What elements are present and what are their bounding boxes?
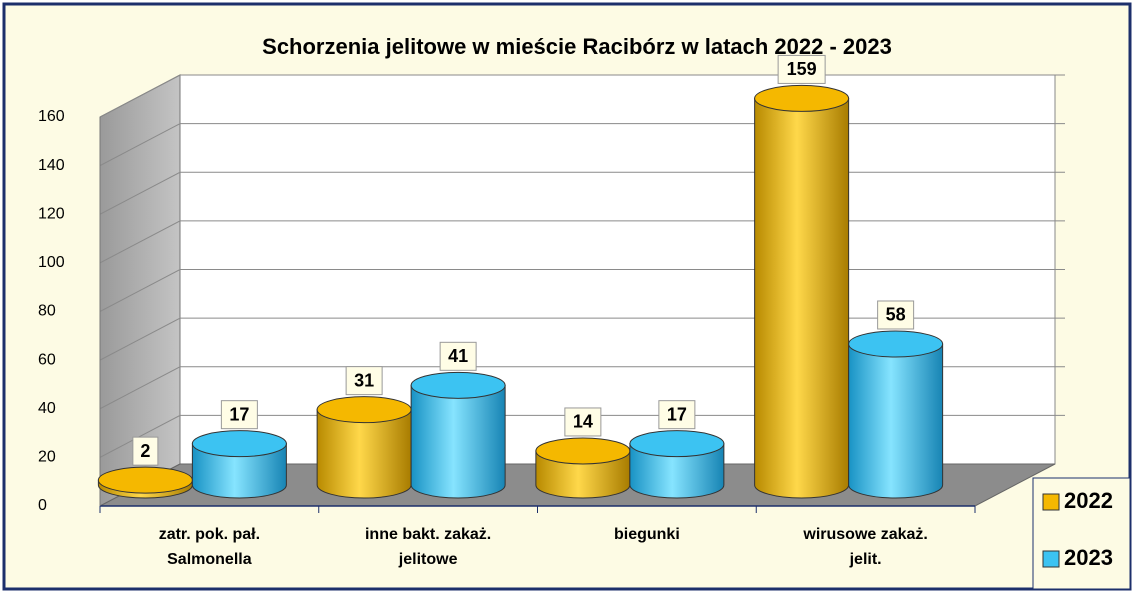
value-label: 14 bbox=[573, 412, 593, 432]
bar-top bbox=[316, 396, 412, 424]
bar bbox=[191, 443, 287, 499]
y-tick-label: 160 bbox=[38, 108, 65, 125]
value-label: 2 bbox=[140, 441, 150, 461]
value-label-box bbox=[439, 341, 477, 371]
value-label: 17 bbox=[229, 404, 249, 424]
x-tick-label: inne bakt. zakaż. bbox=[365, 526, 491, 543]
bar bbox=[316, 409, 412, 499]
value-label-box bbox=[877, 300, 915, 330]
grid-line bbox=[99, 269, 1065, 312]
bar-top bbox=[629, 430, 725, 458]
y-tick-label: 100 bbox=[38, 254, 65, 271]
y-tick-label: 140 bbox=[38, 157, 65, 174]
x-tick-label: jelit. bbox=[849, 551, 882, 568]
value-label-box bbox=[564, 407, 602, 437]
y-tick-label: 60 bbox=[38, 351, 56, 368]
value-label-box bbox=[220, 400, 258, 430]
x-tick-label: jelitowe bbox=[398, 551, 458, 568]
grid-line bbox=[99, 317, 1065, 361]
legend-label: 2023 bbox=[1064, 545, 1113, 570]
bar bbox=[848, 343, 944, 499]
bar-top bbox=[754, 84, 850, 112]
grid-line bbox=[99, 366, 1065, 410]
x-tick-label: Salmonella bbox=[167, 551, 252, 568]
bar-top bbox=[410, 371, 506, 399]
grid-line bbox=[99, 220, 1065, 264]
bar bbox=[629, 443, 725, 499]
grid-line bbox=[99, 123, 1065, 167]
x-tick-label: biegunki bbox=[614, 526, 680, 543]
value-label-box bbox=[345, 366, 383, 396]
grid-line bbox=[99, 414, 1065, 458]
chart-title: Schorzenia jelitowe w mieście Racibórz w… bbox=[262, 34, 892, 59]
legend-swatch bbox=[1042, 550, 1060, 568]
value-label: 159 bbox=[787, 59, 817, 79]
value-label: 31 bbox=[354, 370, 374, 390]
bar-top bbox=[191, 430, 287, 458]
y-tick-label: 0 bbox=[38, 497, 47, 514]
y-tick-label: 120 bbox=[38, 205, 65, 222]
bar-top bbox=[535, 437, 631, 465]
y-tick-label: 80 bbox=[38, 303, 56, 320]
y-tick-label: 40 bbox=[38, 400, 56, 417]
value-label: 58 bbox=[886, 305, 906, 325]
legend-swatch bbox=[1042, 493, 1060, 511]
x-tick-label: zatr. pok. pał. bbox=[159, 526, 260, 543]
bar-top bbox=[848, 330, 944, 358]
grid-line bbox=[99, 74, 1065, 118]
value-label-box bbox=[658, 400, 696, 430]
value-label: 17 bbox=[667, 404, 687, 424]
y-tick-label: 20 bbox=[38, 449, 56, 466]
value-label-box bbox=[132, 436, 159, 466]
value-label-box bbox=[777, 54, 826, 84]
bar bbox=[410, 384, 506, 499]
bar bbox=[754, 97, 850, 499]
legend-label: 2022 bbox=[1064, 488, 1113, 513]
bar-top bbox=[97, 466, 193, 494]
value-label: 41 bbox=[448, 346, 468, 366]
grid-line bbox=[99, 171, 1065, 215]
x-tick-label: wirusowe zakaż. bbox=[802, 526, 928, 543]
